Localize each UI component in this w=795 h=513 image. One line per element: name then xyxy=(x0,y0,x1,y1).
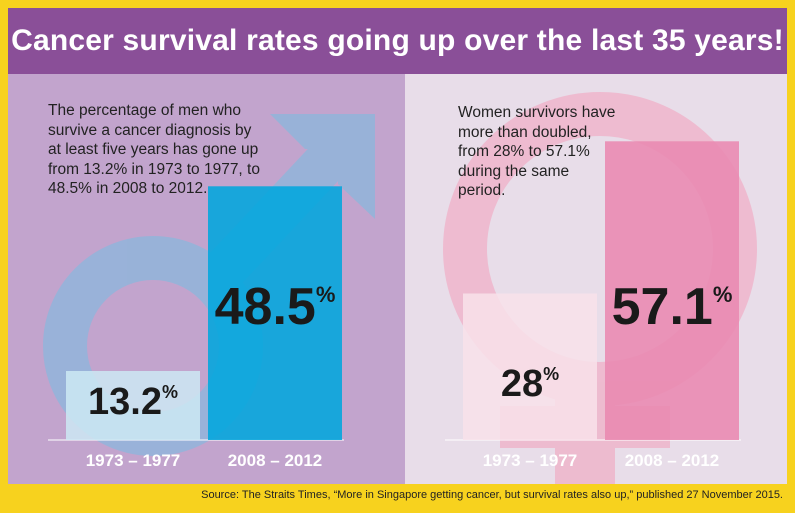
women-category-label-old: 1973 – 1977 xyxy=(483,451,578,470)
men-description: The percentage of men who survive a canc… xyxy=(48,102,260,197)
men-value-label-old: 13.2% xyxy=(88,381,178,423)
women-value-label-old: 28% xyxy=(501,363,559,405)
men-bar-new xyxy=(208,186,342,440)
men-category-label-new: 2008 – 2012 xyxy=(228,451,323,470)
page-title: Cancer survival rates going up over the … xyxy=(8,8,787,74)
women-category-label-new: 2008 – 2012 xyxy=(625,451,720,470)
women-chart: 28% 1973 – 1977 57.1% 2008 – 2012 xyxy=(443,92,757,484)
women-bar-new xyxy=(605,141,739,441)
men-value-label-new: 48.5% xyxy=(215,278,336,336)
men-bar-old xyxy=(66,371,200,440)
men-panel: 13.2% 1973 – 1977 48.5% 2008 – 2012 The per… xyxy=(8,74,405,484)
men-chart: 13.2% 1973 – 1977 48.5% 2008 – 2012 xyxy=(43,114,375,470)
men-category-label-old: 1973 – 1977 xyxy=(86,451,181,470)
source-note: Source: The Straits Times, “More in Sing… xyxy=(201,489,783,501)
women-bar-old xyxy=(463,293,597,440)
women-value-label-new: 57.1% xyxy=(612,278,733,336)
women-description: Women survivors have more than doubled, … xyxy=(458,104,616,199)
women-panel: 28% 1973 – 1977 57.1% 2008 – 2012 Women sur… xyxy=(405,74,787,484)
